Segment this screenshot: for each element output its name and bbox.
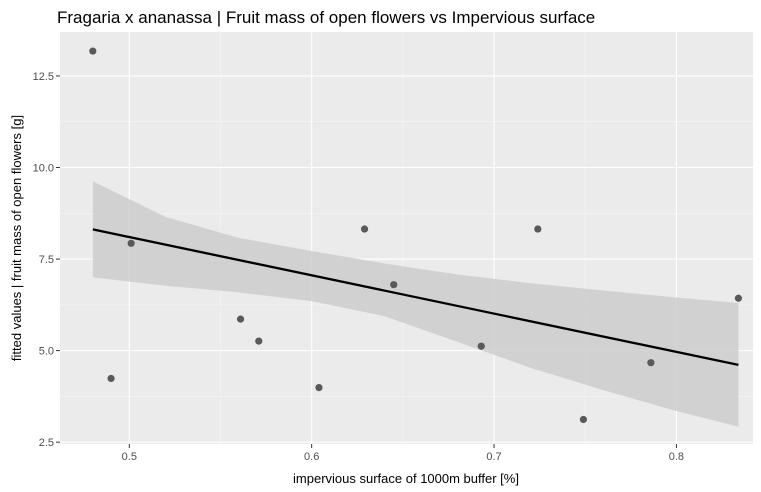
data-point [107,374,115,383]
x-axis-title: impervious surface of 1000m buffer [%] [293,471,519,486]
data-point [236,315,245,323]
data-point [390,281,398,289]
y-tick-label: 2.5 [39,437,54,449]
data-points [89,47,743,424]
data-point [579,415,587,424]
data-point [255,337,263,345]
data-point [534,225,542,233]
data-point [734,294,743,302]
x-tick-label: 0.6 [304,451,319,463]
x-tick-label: 0.7 [486,451,501,463]
y-axis-title: fitted values | fruit mass of open flowe… [9,115,24,361]
y-tick-label: 5.0 [39,346,54,358]
regression-line [92,228,739,367]
y-tick-label: 12.5 [33,71,54,83]
y-tick-label: 7.5 [39,254,54,266]
data-point [127,239,135,247]
x-tick-label: 0.8 [669,451,684,463]
y-tick-label: 10.0 [33,163,54,175]
minor-gridlines [60,32,753,444]
y-axis-ticks: 2.5 5.0 7.5 10.0 12.5 [33,71,60,449]
data-point [89,47,97,55]
data-point [647,359,655,367]
x-axis-ticks: 0.5 0.6 0.7 0.8 [122,444,684,463]
data-point [315,384,323,392]
x-tick-label: 0.5 [122,451,137,463]
chart-title: Fragaria x ananassa | Fruit mass of open… [57,8,595,27]
data-point [360,225,369,233]
confidence-ribbon [92,181,739,427]
data-point [477,342,485,350]
